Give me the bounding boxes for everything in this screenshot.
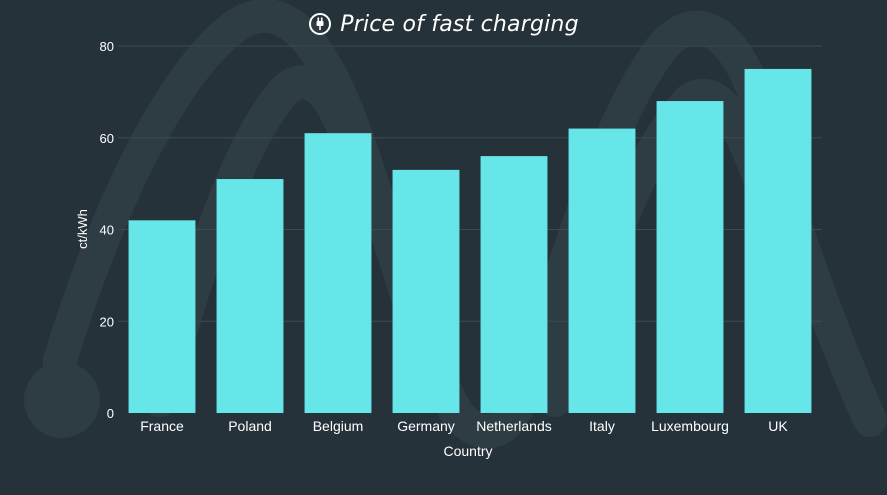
bar-luxembourg <box>656 101 724 414</box>
bar-poland <box>216 179 284 413</box>
x-tick-label: Belgium <box>313 418 364 434</box>
y-axis-label: ct/kWh <box>75 209 90 249</box>
bar-germany <box>392 169 460 413</box>
x-axis-label: Country <box>443 443 492 459</box>
bar-uk <box>744 68 812 413</box>
y-tick-label: 20 <box>100 314 114 329</box>
x-tick-label: Netherlands <box>476 418 552 434</box>
y-tick-labels: 0 20 40 60 80 <box>100 39 114 421</box>
chart-title: Price of fast charging <box>340 11 579 37</box>
chart-title-row: Price of fast charging <box>0 8 887 40</box>
y-tick-label: 0 <box>107 406 114 421</box>
x-tick-label: Poland <box>228 418 272 434</box>
x-tick-label: Germany <box>397 418 455 434</box>
x-tick-labels: France Poland Belgium Germany Netherlands Ita… <box>140 418 788 434</box>
x-tick-label: France <box>140 418 184 434</box>
y-tick-label: 40 <box>100 223 114 238</box>
x-tick-label: Italy <box>589 418 615 434</box>
x-tick-label: Luxembourg <box>651 418 729 434</box>
bar-netherlands <box>480 156 548 413</box>
watermark-dot <box>24 362 100 438</box>
y-tick-label: 80 <box>100 39 114 54</box>
x-tick-label: UK <box>768 418 788 434</box>
y-tick-label: 60 <box>100 131 114 146</box>
bars <box>128 68 812 414</box>
bar-france <box>128 220 196 413</box>
plug-icon <box>309 13 332 35</box>
bar-belgium <box>304 133 372 413</box>
bar-italy <box>568 128 636 413</box>
